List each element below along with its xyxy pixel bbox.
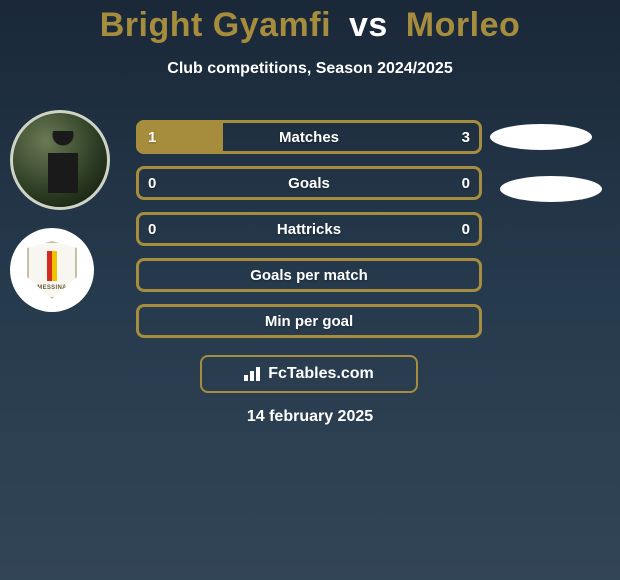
comparison-card: Bright Gyamfi vs Morleo Club competition…	[0, 0, 620, 580]
player-b-club-badge	[10, 228, 94, 312]
ellipse-icon	[500, 176, 602, 202]
stat-row: 13Matches	[136, 120, 482, 154]
player-a-avatar	[10, 110, 110, 210]
stat-label: Matches	[136, 120, 482, 154]
stat-label: Min per goal	[136, 304, 482, 338]
stat-row: Min per goal	[136, 304, 482, 338]
page-title: Bright Gyamfi vs Morleo	[0, 6, 620, 45]
ellipse-icon	[490, 124, 592, 150]
subtitle: Club competitions, Season 2024/2025	[0, 60, 620, 78]
stat-label: Goals	[136, 166, 482, 200]
title-player-b: Morleo	[406, 6, 520, 44]
stat-label: Hattricks	[136, 212, 482, 246]
stat-row: Goals per match	[136, 258, 482, 292]
title-player-a: Bright Gyamfi	[100, 6, 331, 44]
bar-chart-icon	[244, 367, 262, 381]
fctables-badge: FcTables.com	[200, 355, 418, 393]
title-vs: vs	[349, 6, 388, 44]
stat-row: 00Goals	[136, 166, 482, 200]
stat-label: Goals per match	[136, 258, 482, 292]
date-label: 14 february 2025	[0, 408, 620, 426]
fctables-label: FcTables.com	[268, 365, 374, 383]
stats-table: 13Matches 00Goals 00Hattricks Goals per mat…	[136, 120, 482, 350]
stat-row: 00Hattricks	[136, 212, 482, 246]
club-shield-icon	[27, 241, 77, 299]
